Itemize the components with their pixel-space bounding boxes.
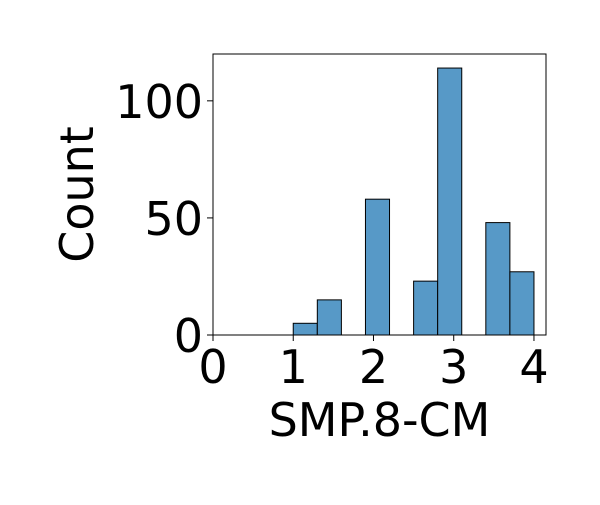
x-axis-label: SMP.8-CM <box>269 393 491 447</box>
y-axis-label: Count <box>50 126 104 263</box>
x-tick-label: 4 <box>519 340 548 394</box>
y-tick-label: 100 <box>115 75 203 129</box>
bars-group <box>292 67 535 336</box>
histogram-bar-2 <box>316 299 342 336</box>
x-tick-label: 1 <box>279 340 308 394</box>
histogram-bar-5 <box>437 67 463 336</box>
y-axis-ticks: 0 50 100 <box>115 75 213 363</box>
y-tick-label: 0 <box>174 309 203 363</box>
histogram-bar-1 <box>292 322 318 336</box>
axes-frame <box>212 53 547 336</box>
x-tick-label: 2 <box>359 340 388 394</box>
histogram-bar-6 <box>485 222 511 336</box>
histogram-bar-7 <box>509 271 535 336</box>
x-tick-label: 3 <box>439 340 468 394</box>
y-tick-label: 50 <box>144 192 203 246</box>
histogram-bar-4 <box>413 280 439 336</box>
histogram-bar-3 <box>364 198 391 336</box>
x-tick-label: 0 <box>198 340 227 394</box>
